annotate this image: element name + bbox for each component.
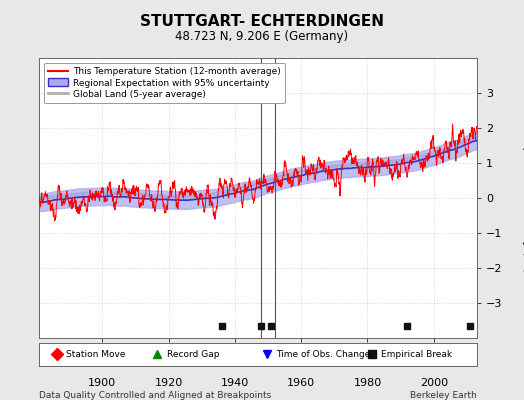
Y-axis label: Temperature Anomaly (°C): Temperature Anomaly (°C) [522, 124, 524, 272]
Text: 1960: 1960 [287, 378, 315, 388]
Text: 1940: 1940 [221, 378, 249, 388]
Text: Berkeley Earth: Berkeley Earth [410, 391, 477, 400]
Text: Empirical Break: Empirical Break [381, 350, 453, 359]
Text: 2000: 2000 [420, 378, 448, 388]
Legend: This Temperature Station (12-month average), Regional Expectation with 95% uncer: This Temperature Station (12-month avera… [44, 62, 285, 104]
Text: 48.723 N, 9.206 E (Germany): 48.723 N, 9.206 E (Germany) [176, 30, 348, 43]
Text: 1900: 1900 [88, 378, 116, 388]
Text: Time of Obs. Change: Time of Obs. Change [277, 350, 371, 359]
Text: STUTTGART- ECHTERDINGEN: STUTTGART- ECHTERDINGEN [140, 14, 384, 29]
Text: 1980: 1980 [353, 378, 381, 388]
Text: Record Gap: Record Gap [167, 350, 220, 359]
Text: 1920: 1920 [155, 378, 183, 388]
Text: Data Quality Controlled and Aligned at Breakpoints: Data Quality Controlled and Aligned at B… [39, 391, 271, 400]
Text: Station Move: Station Move [67, 350, 126, 359]
